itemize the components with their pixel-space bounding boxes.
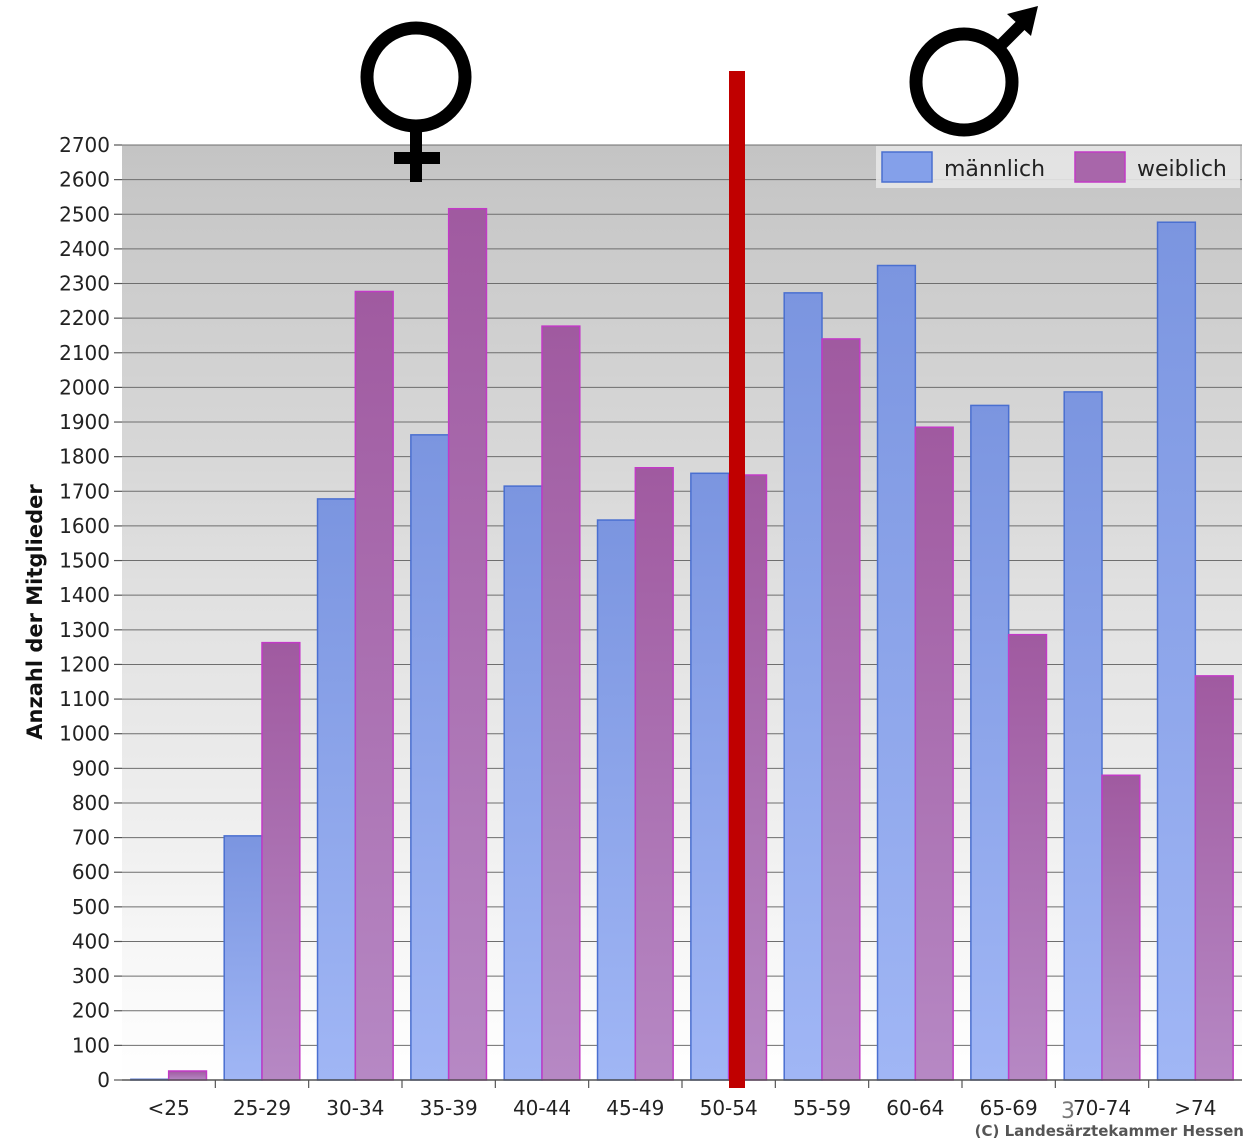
y-tick-label: 2500 xyxy=(59,202,110,226)
y-tick-label: 1500 xyxy=(59,549,110,573)
y-tick-label: 100 xyxy=(72,1033,110,1057)
y-tick-label: 1600 xyxy=(59,514,110,538)
bar-weiblich xyxy=(541,325,581,1081)
x-tick-label: 45-49 xyxy=(606,1096,664,1120)
bar-weiblich xyxy=(354,290,394,1081)
bar-maennlich xyxy=(783,292,823,1081)
y-tick-label: 1100 xyxy=(59,687,110,711)
legend-label-male: männlich xyxy=(944,157,1045,182)
bar-maennlich xyxy=(970,404,1010,1081)
y-axis-ticks: 0 100 200 300 400 500 600 700 800 900 1000 1100 1200… xyxy=(59,133,122,1092)
bar-weiblich xyxy=(1194,675,1234,1081)
y-tick-label: 2000 xyxy=(59,375,110,399)
y-tick-label: 2300 xyxy=(59,272,110,296)
y-axis-label: Anzahl der Mitglieder xyxy=(23,484,47,740)
y-tick-label: 500 xyxy=(72,895,110,919)
y-tick-label: 700 xyxy=(72,826,110,850)
y-tick-label: 2400 xyxy=(59,237,110,261)
bar-maennlich xyxy=(503,485,543,1081)
y-tick-label: 300 xyxy=(72,964,110,988)
bar-maennlich xyxy=(223,835,263,1081)
bar-maennlich xyxy=(316,498,357,1081)
x-axis-ticks: <25 25-29 30-34 35-39 40-44 45-49 50-54 55-59 60… xyxy=(148,1080,1216,1120)
y-tick-label: 1900 xyxy=(59,410,110,434)
bar-maennlich xyxy=(876,264,917,1081)
bar-weiblich xyxy=(447,207,488,1081)
y-tick-label: 1700 xyxy=(59,479,110,503)
bar-maennlich xyxy=(596,519,637,1081)
bars xyxy=(130,207,1234,1081)
y-tick-label: 1200 xyxy=(59,652,110,676)
x-tick-label: 40-44 xyxy=(513,1096,571,1120)
y-tick-label: 800 xyxy=(72,791,110,815)
gridlines xyxy=(122,144,1242,1081)
y-tick-label: 1300 xyxy=(59,618,110,642)
y-tick-label: 1400 xyxy=(59,583,110,607)
bar-maennlich xyxy=(690,472,730,1081)
x-tick-label: 50-54 xyxy=(700,1096,758,1120)
bar-weiblich xyxy=(1007,633,1048,1081)
legend-swatch-male xyxy=(881,151,933,183)
bar-weiblich xyxy=(634,466,674,1081)
male-symbol-icon xyxy=(909,6,1038,137)
legend-swatch-female xyxy=(1074,151,1126,183)
bar-weiblich xyxy=(821,338,861,1081)
y-tick-label: 900 xyxy=(72,756,110,780)
divider-line xyxy=(729,71,745,1088)
x-tick-label: 25-29 xyxy=(233,1096,291,1120)
legend: männlich weiblich xyxy=(876,146,1240,188)
copyright-note: (C) Landesärztekammer Hessen xyxy=(975,1122,1244,1140)
y-tick-label: 200 xyxy=(72,999,110,1023)
x-tick-label: 70-74 xyxy=(1073,1096,1131,1120)
y-tick-label: 2200 xyxy=(59,306,110,330)
y-tick-label: 1000 xyxy=(59,722,110,746)
bar-weiblich xyxy=(914,426,954,1081)
bar-maennlich xyxy=(410,434,450,1081)
y-tick-label: 2700 xyxy=(59,133,110,157)
plot-background xyxy=(122,145,1242,1080)
x-tick-label: >74 xyxy=(1174,1096,1216,1120)
x-tick-label: 65-69 xyxy=(980,1096,1038,1120)
bar-maennlich xyxy=(1063,391,1103,1081)
page-number: 3 xyxy=(1061,1099,1075,1124)
x-tick-label: 35-39 xyxy=(420,1096,478,1120)
bar-weiblich xyxy=(167,1070,208,1081)
y-tick-label: 2600 xyxy=(59,168,110,192)
y-tick-label: 1800 xyxy=(59,445,110,469)
x-tick-label: 30-34 xyxy=(326,1096,384,1120)
y-tick-label: 600 xyxy=(72,860,110,884)
bar-maennlich xyxy=(1156,221,1197,1081)
bar-weiblich xyxy=(1101,774,1141,1081)
y-tick-label: 400 xyxy=(72,929,110,953)
female-symbol-icon xyxy=(360,21,472,182)
legend-label-female: weiblich xyxy=(1137,157,1227,182)
y-tick-label: 2100 xyxy=(59,341,110,365)
bar-weiblich xyxy=(261,641,301,1081)
x-tick-label: <25 xyxy=(148,1096,190,1120)
x-tick-label: 60-64 xyxy=(886,1096,944,1120)
y-tick-label: 0 xyxy=(97,1068,110,1092)
x-tick-label: 55-59 xyxy=(793,1096,851,1120)
